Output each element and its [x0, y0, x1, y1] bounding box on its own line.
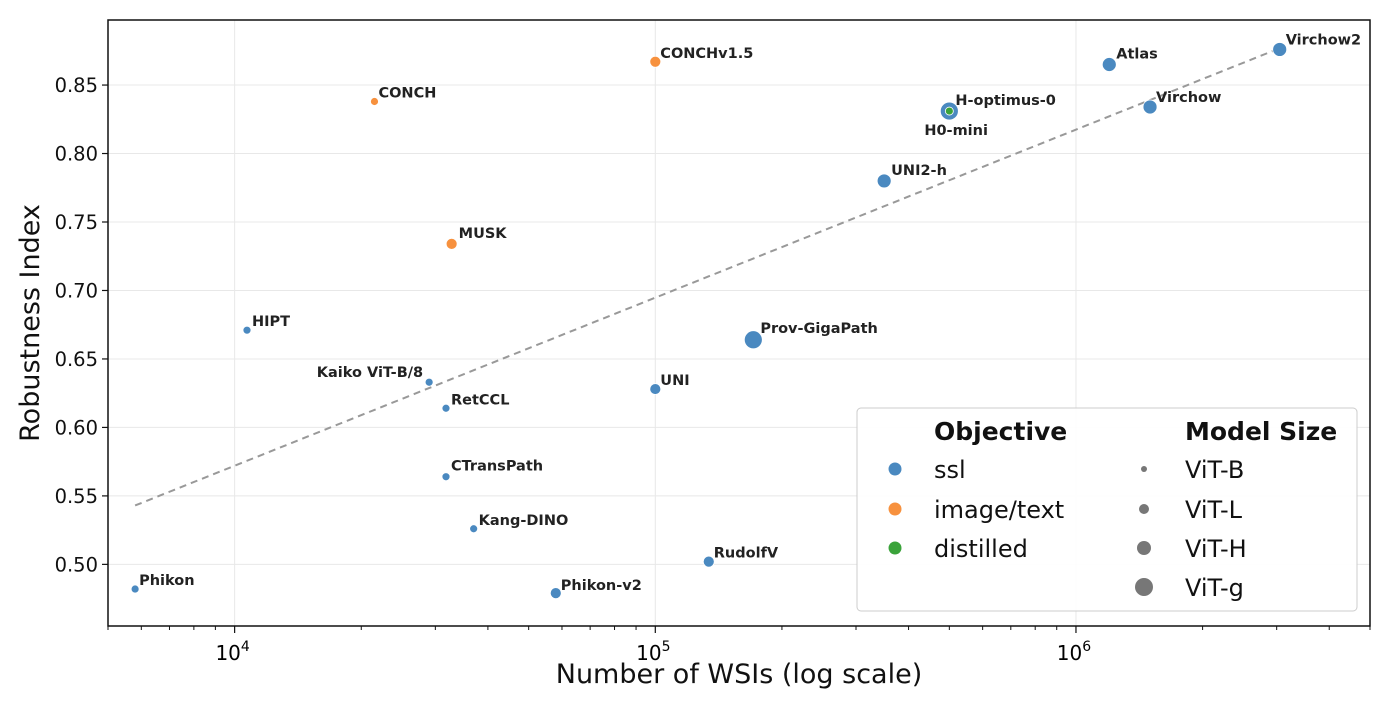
y-tick-label: 0.70 [55, 279, 98, 302]
label-phikon: Phikon [139, 573, 194, 589]
point-phikon [130, 584, 140, 594]
y-tick-label: 0.50 [55, 553, 98, 576]
point-musk [445, 238, 458, 250]
legend-size-marker-vit-l [1139, 504, 1149, 514]
legend-marker-ssl [888, 462, 902, 476]
legend-label-ssl: ssl [934, 456, 966, 484]
label-conchv1-5: CONCHv1.5 [660, 46, 753, 62]
point-atlas [1101, 57, 1117, 72]
y-tick-label: 0.85 [55, 74, 98, 97]
point-uni2-h [876, 173, 892, 189]
label-kang-dino: Kang-DINO [479, 513, 569, 529]
label-conch: CONCH [378, 85, 436, 101]
legend-objective-title: Objective [934, 417, 1067, 446]
y-tick-label: 0.80 [55, 143, 98, 166]
point-kang-dino [469, 524, 479, 534]
point-kaiko-vit-b-8 [424, 377, 434, 387]
label-virchow2: Virchow2 [1286, 32, 1361, 48]
x-axis: 104 105 106 [107, 626, 1371, 665]
legend: Objective Model Size ssl image/text distille… [856, 407, 1358, 612]
trendline-group [134, 48, 1278, 507]
y-tick-label: 0.55 [55, 485, 98, 508]
grid-lines [108, 20, 1370, 626]
label-rudolfv: RudolfV [714, 546, 779, 562]
legend-marker-image-text [888, 502, 902, 516]
legend-size-label-vit-g: ViT-g [1185, 574, 1244, 602]
x-tick-label: 105 [636, 639, 670, 665]
legend-size-marker-vit-g [1135, 578, 1153, 596]
label-ctranspath: CTransPath [451, 459, 543, 475]
point-hipt [242, 325, 252, 335]
point-virchow2 [1272, 42, 1288, 57]
y-axis-title: Robustness Index [15, 204, 46, 442]
legend-size-label-vit-b: ViT-B [1185, 456, 1244, 484]
plot-frame [107, 19, 1371, 627]
point-ctranspath [441, 472, 451, 482]
y-tick-label: 0.65 [55, 348, 98, 371]
x-axis-title: Number of WSIs (log scale) [556, 659, 922, 690]
legend-size-label-vit-l: ViT-L [1185, 496, 1243, 524]
label-hipt: HIPT [252, 314, 290, 330]
label-atlas: Atlas [1116, 47, 1158, 63]
legend-size-marker-vit-b [1141, 466, 1147, 472]
point-prov-gigapath [743, 330, 763, 350]
label-uni2-h: UNI2-h [891, 163, 947, 179]
label-prov-gigapath: Prov-GigaPath [760, 321, 878, 337]
point-h0-mini [944, 106, 954, 116]
y-axis: 0.50 0.55 0.60 0.65 0.70 0.75 0.80 0.85 [55, 74, 108, 576]
legend-size-label-vit-h: ViT-H [1185, 535, 1247, 563]
y-tick-label: 0.75 [55, 211, 98, 234]
label-kaiko-vit-b-8: Kaiko ViT-B/8 [317, 365, 423, 381]
label-virchow: Virchow [1156, 90, 1221, 106]
legend-size-title: Model Size [1185, 417, 1337, 446]
point-conch [370, 97, 379, 106]
legend-size-marker-vit-h [1137, 541, 1151, 555]
legend-label-distilled: distilled [934, 535, 1028, 563]
point-rudolfv [702, 555, 715, 568]
label-h0-mini: H0-mini [924, 123, 988, 139]
label-uni: UNI [660, 373, 689, 389]
point-retccl [441, 403, 451, 413]
y-tick-label: 0.60 [55, 416, 98, 439]
label-musk: MUSK [459, 226, 508, 242]
point-conchv1-5 [649, 55, 662, 68]
label-retccl: RetCCL [451, 392, 509, 408]
label-h-optimus-0: H-optimus-0 [955, 93, 1056, 109]
legend-label-image-text: image/text [934, 496, 1064, 524]
point-phikon-v2 [549, 587, 562, 600]
x-tick-label: 106 [1057, 639, 1091, 665]
point-uni [649, 383, 662, 395]
label-phikon-v2: Phikon-v2 [561, 578, 642, 594]
point-labels: Phikon HIPT CONCH Kaiko ViT-B/8 RetCCL CTrans… [139, 32, 1361, 594]
trendline [134, 48, 1278, 507]
point-virchow [1142, 99, 1158, 115]
data-points [130, 42, 1288, 600]
legend-marker-distilled [888, 541, 902, 555]
x-tick-label: 104 [215, 639, 249, 665]
legend-box [856, 407, 1358, 612]
